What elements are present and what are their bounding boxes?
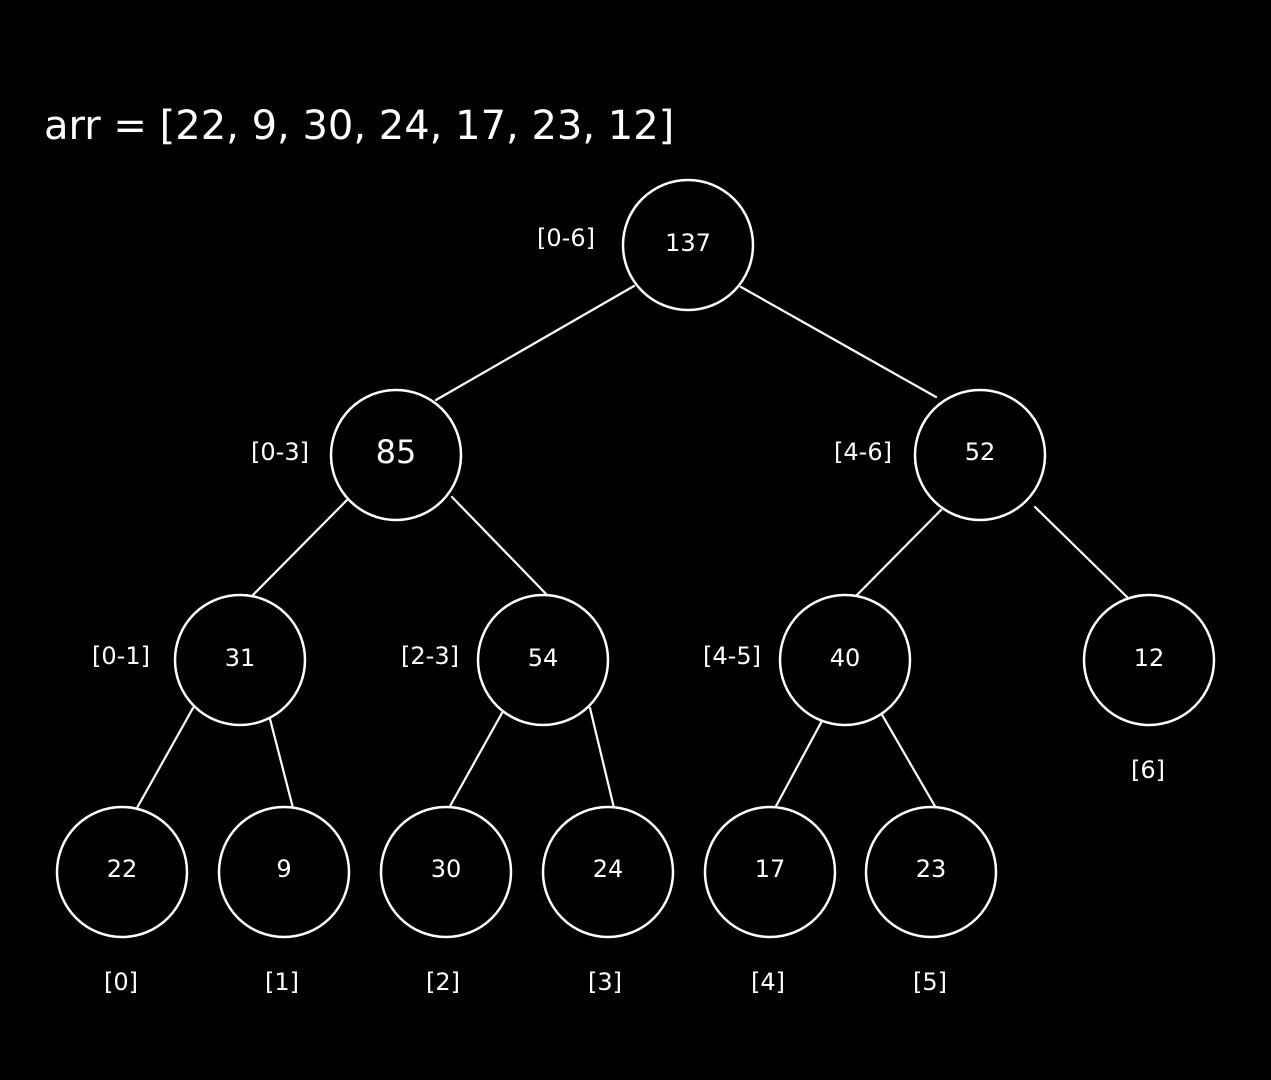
range-label-leaf0: [0]: [104, 968, 138, 996]
edge-n23-leaf3: [588, 706, 616, 810]
node-value: 12: [1134, 644, 1165, 672]
range-label-n45: [4-5]: [703, 642, 761, 670]
tree-node-leaf1: 9: [217, 805, 351, 939]
tree-node-leaf4: 17: [703, 805, 837, 939]
range-label-leaf3: [3]: [588, 968, 622, 996]
node-value: 9: [276, 855, 291, 883]
node-value: 85: [376, 433, 417, 471]
edge-root-right: [739, 285, 938, 399]
range-label-n01: [0-1]: [92, 642, 150, 670]
tree-node-n45: 40: [778, 593, 912, 727]
range-label-leaf5: [5]: [913, 968, 947, 996]
tree-node-n01: 31: [173, 593, 307, 727]
node-circle: [173, 593, 307, 727]
tree-node-leaf3: 24: [541, 805, 675, 939]
tree-node-n6: 12: [1082, 593, 1216, 727]
array-title: arr = [22, 9, 30, 24, 17, 23, 12]: [44, 103, 674, 149]
range-label-left: [0-3]: [251, 438, 309, 466]
node-circle: [217, 805, 351, 939]
edge-left-n23: [450, 495, 551, 599]
node-value: 23: [916, 855, 947, 883]
node-circle: [379, 805, 513, 939]
node-value: 22: [107, 855, 138, 883]
tree-node-left: 85: [329, 388, 463, 522]
node-value: 137: [665, 229, 711, 257]
node-circle: [1082, 593, 1216, 727]
edge-n23-leaf2: [447, 711, 504, 810]
node-circle: [864, 805, 998, 939]
node-circle: [476, 593, 610, 727]
edge-n45-leaf4: [773, 717, 825, 810]
range-label-root: [0-6]: [537, 224, 595, 252]
node-circle: [621, 178, 755, 312]
node-circle: [329, 388, 463, 522]
tree-node-right: 52: [913, 388, 1047, 522]
node-circle: [778, 593, 912, 727]
edge-right-n45: [853, 508, 943, 599]
node-circle: [703, 805, 837, 939]
tree-node-leaf0: 22: [55, 805, 189, 939]
node-value: 17: [755, 855, 786, 883]
edge-n45-leaf5: [879, 711, 938, 810]
tree-node-leaf5: 23: [864, 805, 998, 939]
node-value: 24: [593, 855, 624, 883]
edge-left-n01: [249, 498, 349, 599]
range-label-n23: [2-3]: [401, 642, 459, 670]
node-value: 52: [965, 438, 996, 466]
node-circle: [55, 805, 189, 939]
range-label-leaf2: [2]: [426, 968, 460, 996]
node-circle: [913, 388, 1047, 522]
edge-root-left: [434, 284, 636, 402]
tree-node-root: 137: [621, 178, 755, 312]
node-value: 40: [830, 644, 861, 672]
tree-node-leaf2: 30: [379, 805, 513, 939]
edge-n01-leaf1: [268, 717, 295, 810]
range-label-leaf1: [1]: [265, 968, 299, 996]
tree-node-n23: 54: [476, 593, 610, 727]
edge-right-n6: [1033, 505, 1129, 599]
edge-n01-leaf0: [135, 706, 195, 810]
node-value: 54: [528, 644, 559, 672]
range-label-n6: [6]: [1131, 756, 1165, 784]
range-label-right: [4-6]: [834, 438, 892, 466]
node-circle: [541, 805, 675, 939]
range-label-leaf4: [4]: [751, 968, 785, 996]
node-value: 31: [225, 644, 256, 672]
edges: [135, 284, 1129, 810]
node-value: 30: [431, 855, 462, 883]
